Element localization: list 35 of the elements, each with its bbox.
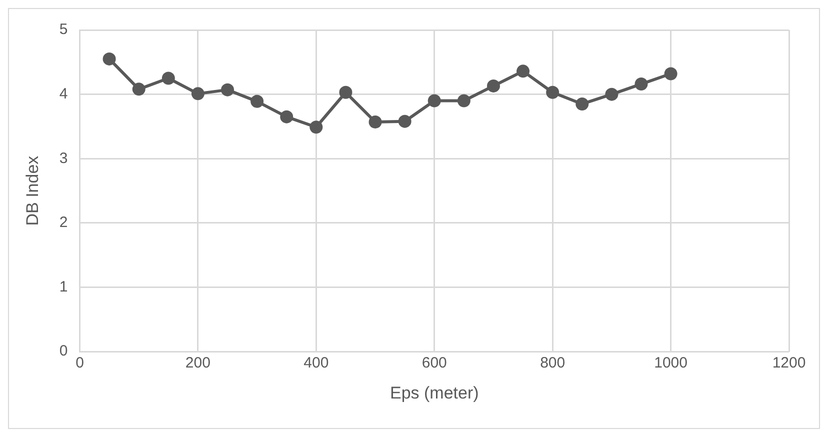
point <box>102 52 116 66</box>
point <box>191 87 204 100</box>
y-tick-label: 0 <box>59 342 68 360</box>
x-tick-label: 0 <box>76 354 84 372</box>
y-axis-title: DB Index <box>22 155 42 226</box>
point <box>457 94 470 108</box>
point <box>634 78 648 91</box>
point <box>221 83 234 96</box>
point <box>516 64 530 78</box>
point <box>339 86 352 99</box>
point <box>486 79 500 92</box>
point <box>132 82 146 96</box>
point <box>280 110 294 124</box>
x-tick-label: 1200 <box>772 354 806 372</box>
x-tick-label: 1000 <box>654 354 688 372</box>
y-tick-label: 3 <box>59 150 68 167</box>
x-tick-label: 600 <box>422 354 447 372</box>
y-tick-label: 1 <box>59 278 68 296</box>
point <box>546 86 560 99</box>
point <box>428 94 441 108</box>
x-axis-title: Eps (meter) <box>390 383 479 402</box>
y-tick-label: 5 <box>59 21 68 38</box>
point <box>250 94 264 108</box>
point <box>605 88 618 101</box>
point <box>576 97 589 110</box>
point <box>162 72 175 85</box>
point <box>310 120 323 134</box>
x-tick-label: 400 <box>304 354 329 372</box>
y-tick-label: 2 <box>59 214 68 232</box>
point <box>368 115 382 128</box>
x-tick-label: 800 <box>540 354 566 372</box>
y-tick-label: 4 <box>59 85 68 102</box>
point <box>398 114 412 128</box>
x-tick-label: 200 <box>185 354 210 372</box>
point <box>664 67 678 80</box>
